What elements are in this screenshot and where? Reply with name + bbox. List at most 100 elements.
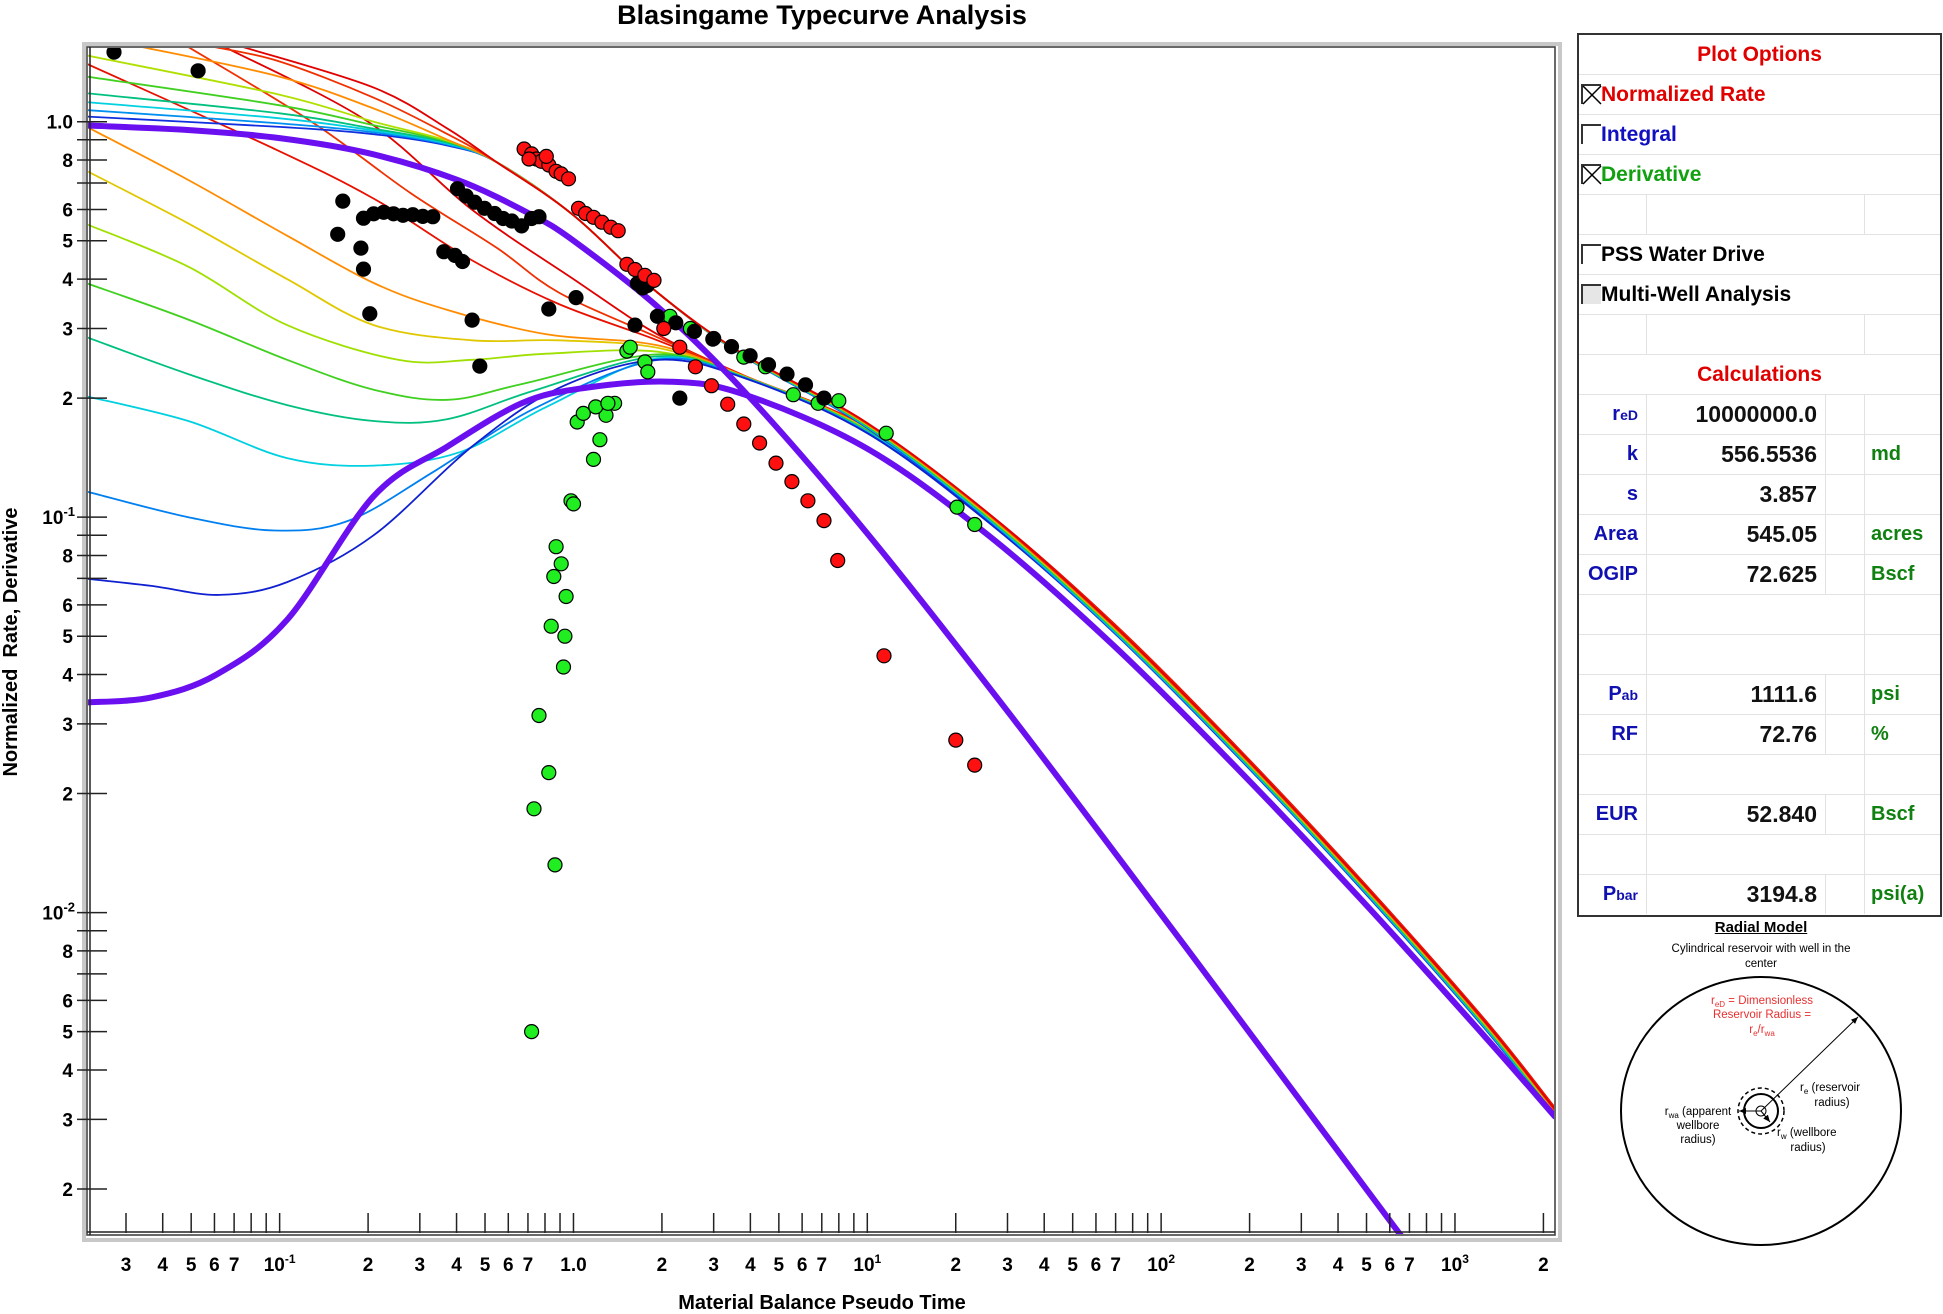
x-tick-label: 3 <box>121 1255 132 1276</box>
black-data-point <box>330 226 346 242</box>
y-tick-label: 8 <box>62 942 73 963</box>
integral-label: Integral <box>1601 122 1677 146</box>
checkmark-x-icon <box>1582 165 1602 185</box>
blank-cell <box>1579 635 1647 674</box>
plot-area <box>86 46 1556 1236</box>
black-data-point <box>106 48 122 60</box>
pss-water-drive-label: PSS Water Drive <box>1601 242 1765 266</box>
y-tick-label: 3 <box>62 319 73 340</box>
black-data-point <box>425 209 441 225</box>
black-data-point <box>464 312 480 328</box>
green-data-point <box>548 539 564 555</box>
svg-text:wellbore: wellbore <box>1676 1120 1720 1132</box>
reservoir-boundary-circle <box>1620 976 1902 1246</box>
option-normalized-rate[interactable]: Normalized Rate <box>1579 75 1940 115</box>
green-data-point <box>547 857 563 873</box>
black-data-point <box>723 339 740 355</box>
x-tick-label: 6 <box>503 1255 514 1276</box>
calc-row-ogip: OGIP 72.625 Bscf <box>1579 555 1940 595</box>
red-data-point <box>560 171 577 187</box>
y-tick-label: 6 <box>62 991 73 1012</box>
normalized-rate-label: Normalized Rate <box>1601 82 1766 106</box>
re-arrow <box>1760 1016 1859 1112</box>
rw-label: rw (wellbore radius) <box>1777 1127 1836 1154</box>
x-tick-label: 6 <box>1384 1255 1395 1276</box>
red-data-point <box>656 320 672 337</box>
svg-text:rwa (apparent: rwa (apparent <box>1665 1106 1732 1120</box>
green-data-point <box>949 499 965 515</box>
red-value: 10000000.0 <box>1647 395 1826 434</box>
red-data-point <box>768 455 784 471</box>
reD-definition: reD = Dimensionless Reservoir Radius = r… <box>1711 995 1813 1038</box>
pss-water-drive-checkbox[interactable] <box>1581 244 1601 264</box>
blank-cell <box>1579 195 1647 234</box>
black-data-point <box>454 253 471 270</box>
k-label: k <box>1579 435 1647 474</box>
blank-row <box>1579 835 1940 875</box>
y-tick-label: 2 <box>62 389 73 410</box>
red-data-point <box>521 151 537 167</box>
ogip-label: OGIP <box>1579 555 1647 594</box>
black-data-point <box>742 348 758 364</box>
red-data-point <box>687 359 704 375</box>
red-data-point <box>646 272 662 288</box>
option-integral[interactable]: Integral <box>1579 115 1940 155</box>
derivative-checkbox[interactable] <box>1581 164 1602 185</box>
green-data-point <box>553 556 569 572</box>
black-data-point <box>686 323 703 339</box>
x-axis-label: Material Balance Pseudo Time <box>678 1292 966 1314</box>
x-tick-label: 3 <box>1296 1255 1307 1276</box>
blank-row <box>1579 595 1940 635</box>
green-data-point <box>600 395 616 411</box>
red-data-point <box>672 339 688 355</box>
radial-model-diagram: reD = Dimensionless Reservoir Radius = r… <box>1620 976 1902 1246</box>
option-multi-well-analysis[interactable]: Multi-Well Analysis <box>1579 275 1940 315</box>
y-tick-label: 1.0 <box>47 113 73 134</box>
blank-cell <box>1579 315 1647 354</box>
derivative-label: Derivative <box>1601 162 1702 186</box>
blank-cell <box>1864 315 1940 354</box>
normalized-rate-checkbox[interactable] <box>1581 84 1602 105</box>
y-tick-label: 6 <box>62 200 73 221</box>
red-data-point <box>784 474 800 490</box>
y-tick-label: 8 <box>62 151 73 172</box>
black-data-point <box>649 308 666 324</box>
y-tick-label: 3 <box>62 715 73 736</box>
option-pss-water-drive[interactable]: PSS Water Drive <box>1579 235 1940 275</box>
black-data-point <box>541 301 557 317</box>
y-tick-label: 2 <box>62 1180 73 1201</box>
y-tick-label: 10-2 <box>42 900 75 925</box>
calc-row-rf: RF 72.76% <box>1579 715 1940 755</box>
x-tick-label: 2 <box>1244 1255 1255 1276</box>
typecurve-chart: Blasingame Typecurve Analysis 3 4 5 6 7 10-1 2… <box>0 0 1562 1314</box>
x-tick-label: 5 <box>480 1255 491 1276</box>
red-unit <box>1864 395 1940 434</box>
k-unit: md <box>1864 435 1940 474</box>
rf-unit: % <box>1864 715 1940 754</box>
integral-checkbox[interactable] <box>1581 124 1601 144</box>
subscript: eD <box>1620 406 1638 423</box>
red-data-point <box>720 396 736 412</box>
red-data-point <box>610 223 626 239</box>
ogip-value: 72.625 <box>1647 555 1826 594</box>
x-tick-label: 4 <box>1333 1255 1344 1276</box>
option-derivative[interactable]: Derivative <box>1579 155 1940 195</box>
k-value: 556.5536 <box>1647 435 1826 474</box>
pbar-unit: psi(a) <box>1864 875 1940 914</box>
y-tick-label: 8 <box>62 546 73 567</box>
svg-text:re/rwa: re/rwa <box>1749 1024 1775 1038</box>
blank-cell <box>1864 595 1940 634</box>
black-data-point <box>705 331 721 347</box>
x-tick-label: 2 <box>950 1255 961 1276</box>
x-tick-label: 5 <box>774 1255 785 1276</box>
pbar-value: 3194.8 <box>1647 875 1826 914</box>
green-data-point <box>557 628 573 644</box>
svg-text:re (reservoir: re (reservoir <box>1800 1082 1860 1096</box>
blank-row <box>1579 315 1940 355</box>
x-tick-label: 7 <box>229 1255 240 1276</box>
black-data-point <box>531 209 547 225</box>
y-tick-label: 4 <box>62 1061 73 1082</box>
